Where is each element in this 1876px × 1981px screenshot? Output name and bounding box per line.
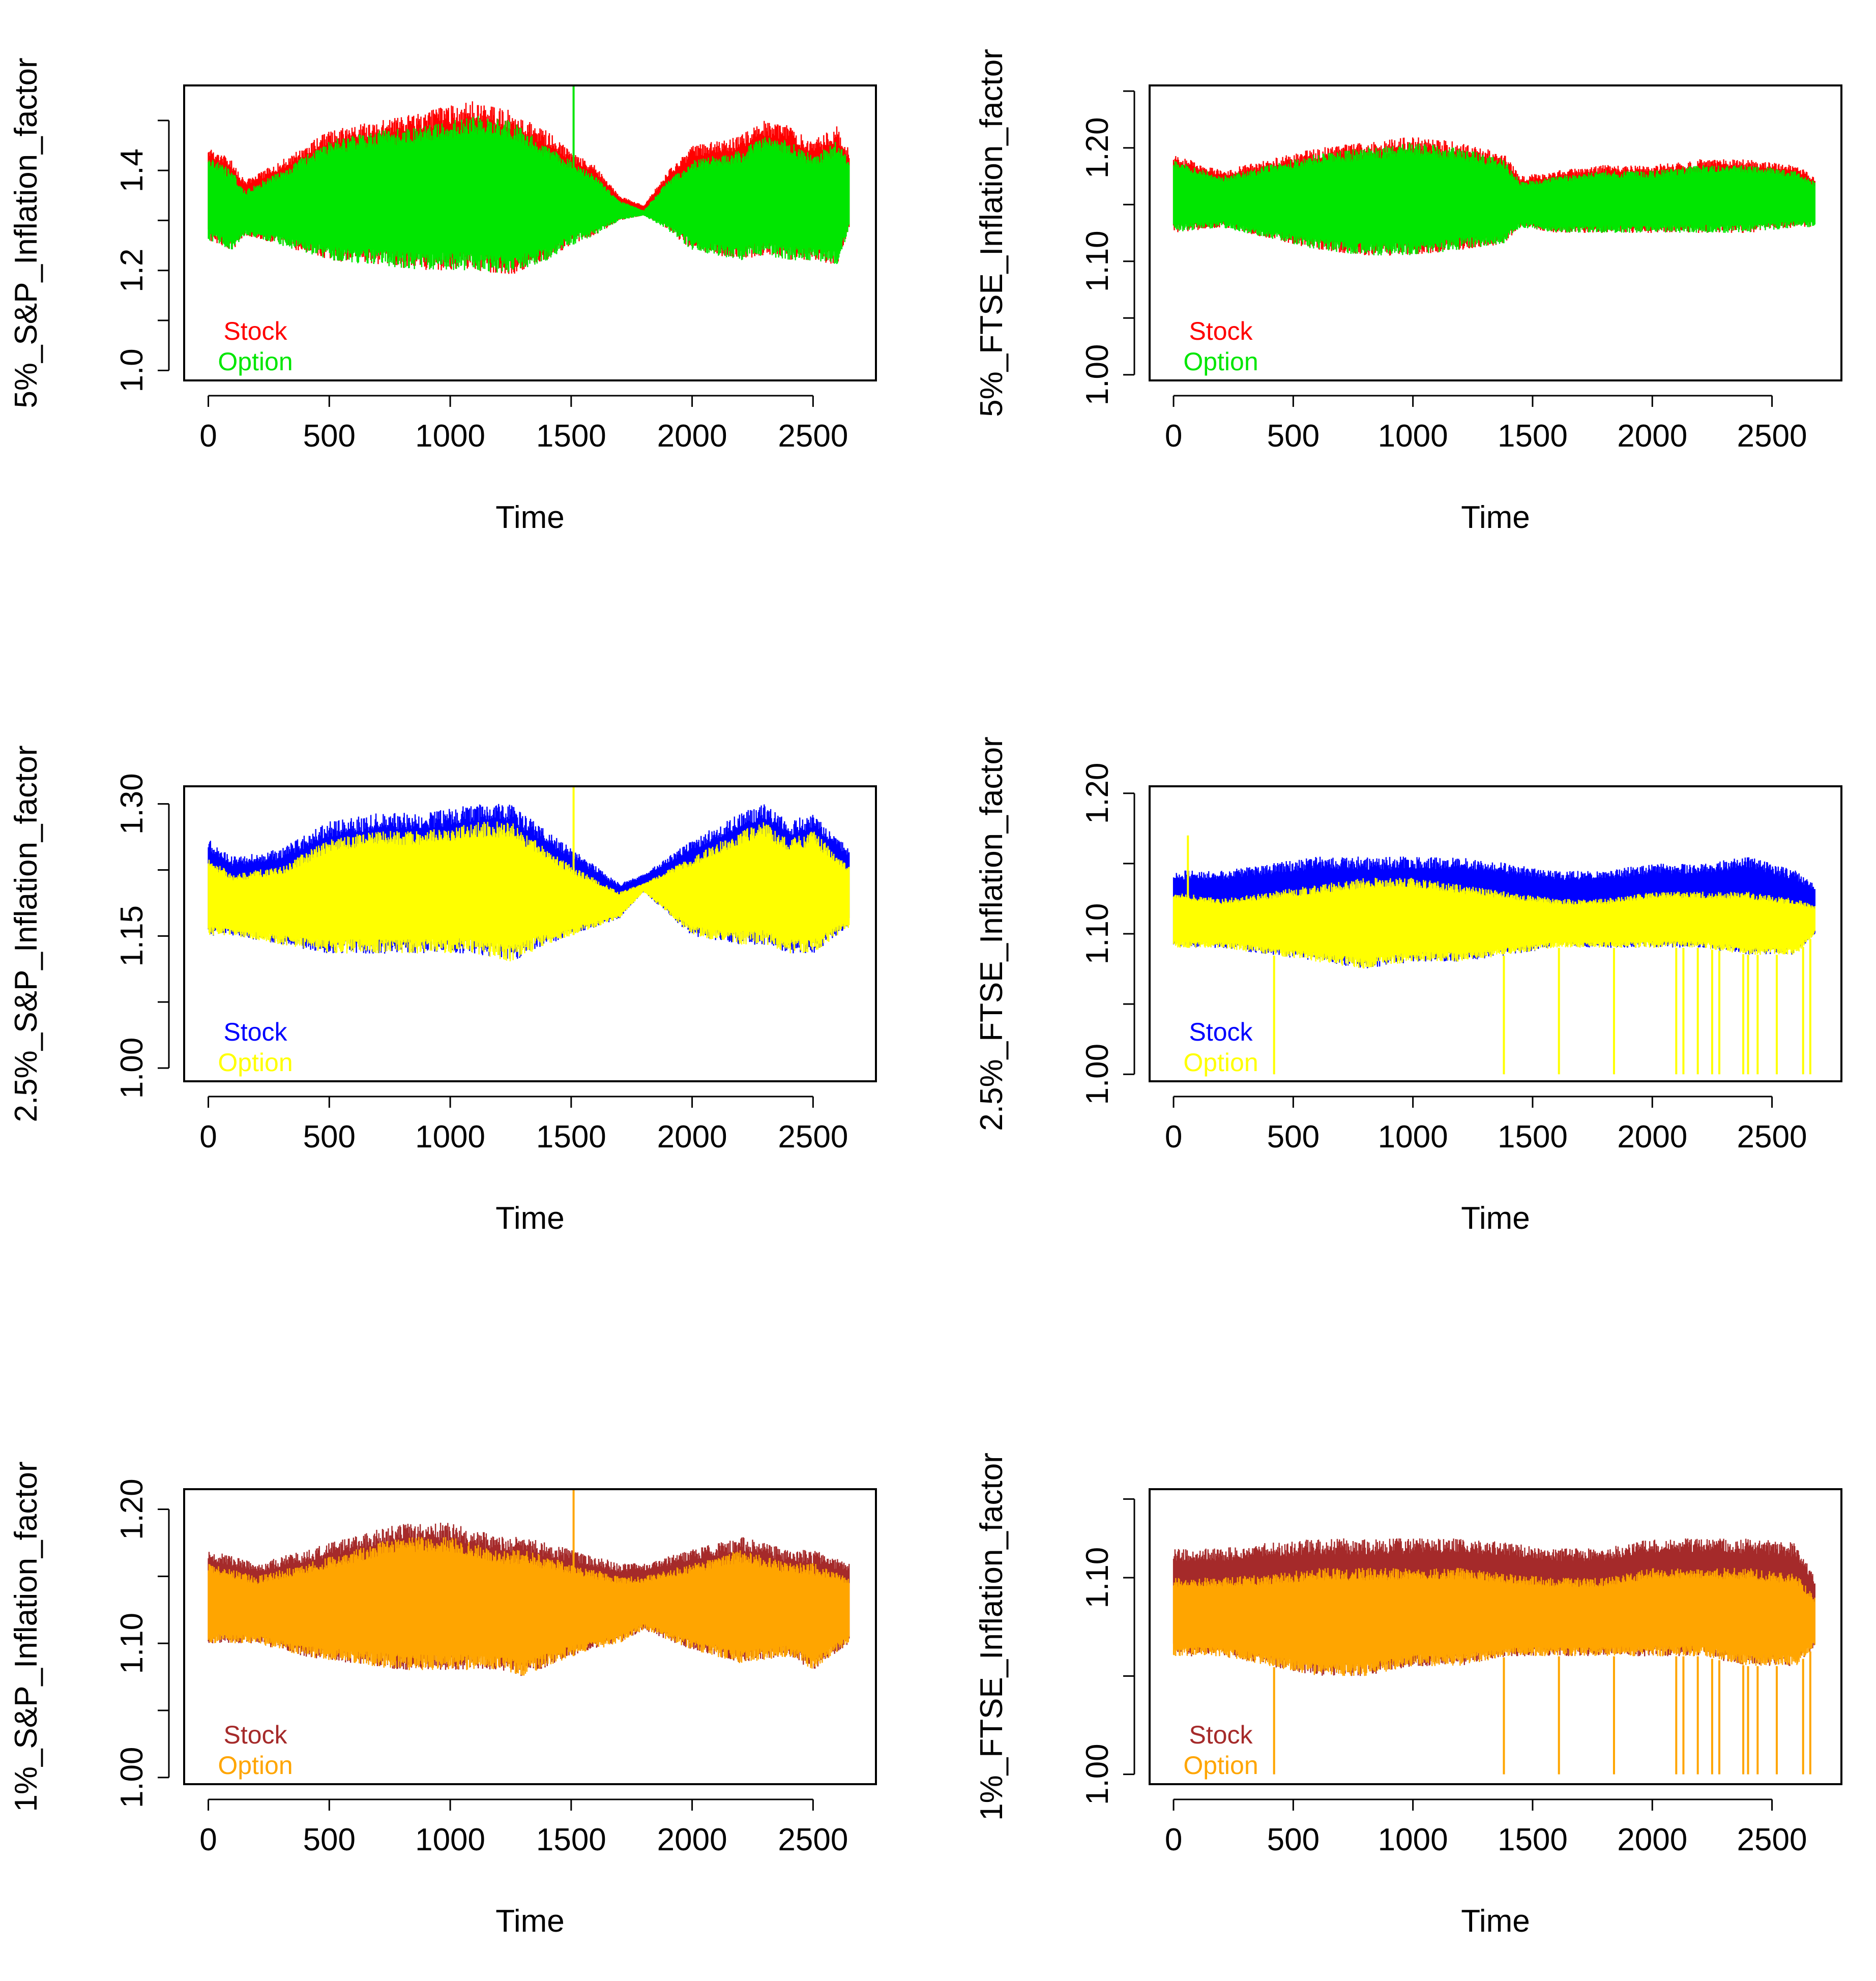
plot-frame xyxy=(1149,785,1842,1082)
series-option-line xyxy=(1172,142,1815,256)
y-axis-title: 5%_FTSE_Inflation_factor xyxy=(974,49,1009,417)
y-axis-title: 2.5%_FTSE_Inflation_factor xyxy=(974,736,1009,1131)
legend-stock: Stock xyxy=(1189,1721,1253,1749)
legend-stock: Stock xyxy=(223,1018,287,1046)
legend-stock: Stock xyxy=(1189,317,1253,345)
legend-option: Option xyxy=(218,347,292,376)
panel-4: 0 500 1000 1500 2000 2500 1.00 1.10 1.20 Time 2.5%… xyxy=(974,736,1842,1236)
y-tick-label: 1.00 xyxy=(1080,1743,1115,1805)
plot-frame xyxy=(183,84,877,381)
x-axis-title: Time xyxy=(1461,1904,1530,1939)
y-tick-label: 1.10 xyxy=(114,1613,150,1674)
x-tick-label: 1000 xyxy=(415,1822,485,1857)
x-tick-label: 2000 xyxy=(657,1822,727,1857)
plot-frame xyxy=(1149,1488,1842,1785)
y-axis-title: 5%_S&P_Inflation_factor xyxy=(9,57,44,408)
x-tick-label: 2000 xyxy=(1617,1822,1687,1857)
plot-frame xyxy=(183,1488,877,1785)
x-tick-label: 1500 xyxy=(1498,1822,1568,1857)
x-tick-label: 1000 xyxy=(1378,1119,1448,1155)
legend-option: Option xyxy=(218,1048,292,1077)
legend-stock: Stock xyxy=(223,317,287,345)
x-tick-label: 500 xyxy=(303,419,356,454)
y-tick-label: 1.00 xyxy=(1080,1044,1115,1105)
y-tick-label: 1.4 xyxy=(114,149,150,192)
x-tick-label: 1500 xyxy=(536,1119,606,1155)
series-option-line xyxy=(208,1536,850,1676)
legend-stock: Stock xyxy=(1189,1018,1253,1046)
x-tick-label: 2500 xyxy=(1737,1822,1807,1857)
x-tick-label: 1500 xyxy=(1498,1119,1568,1155)
x-tick-label: 2500 xyxy=(1737,419,1807,454)
x-tick-label: 2000 xyxy=(657,419,727,454)
legend-option: Option xyxy=(218,1751,292,1780)
y-axis-title: 1%_S&P_Inflation_factor xyxy=(9,1461,44,1812)
x-tick-label: 1000 xyxy=(415,1119,485,1155)
x-axis-title: Time xyxy=(495,1904,564,1939)
legend-stock: Stock xyxy=(223,1721,287,1749)
x-tick-label: 0 xyxy=(1165,1822,1182,1857)
x-axis-title: Time xyxy=(1461,500,1530,535)
y-tick-label: 1.10 xyxy=(1080,1547,1115,1609)
x-tick-label: 2500 xyxy=(778,1822,848,1857)
y-tick-label: 1.10 xyxy=(1080,903,1115,965)
y-axis-title: 1%_FTSE_Inflation_factor xyxy=(974,1453,1009,1821)
x-tick-label: 1000 xyxy=(415,419,485,454)
x-tick-label: 2000 xyxy=(1617,419,1687,454)
series-option-line xyxy=(1172,877,1815,969)
panel-5: 0 500 1000 1500 2000 2500 1.00 1.10 1.20 Time 1%_S… xyxy=(9,1461,877,1939)
x-tick-label: 1000 xyxy=(1378,1822,1448,1857)
y-tick-label: 1.00 xyxy=(114,1747,150,1808)
x-tick-label: 1500 xyxy=(1498,419,1568,454)
x-tick-label: 0 xyxy=(1165,1119,1182,1155)
legend-option: Option xyxy=(1183,1048,1258,1077)
panel-3: 0 500 1000 1500 2000 2500 1.00 1.15 1.30 Time 2.5%… xyxy=(9,745,877,1236)
x-tick-label: 500 xyxy=(1267,1822,1320,1857)
y-tick-label: 1.15 xyxy=(114,905,150,967)
x-tick-label: 2000 xyxy=(657,1119,727,1155)
y-tick-label: 1.2 xyxy=(114,249,150,292)
plot-frame xyxy=(1149,84,1842,381)
x-tick-label: 0 xyxy=(199,1119,217,1155)
panel-6: 0 500 1000 1500 2000 2500 1.00 1.10 Time 1%_FTSE_… xyxy=(974,1453,1842,1939)
y-axis-title: 2.5%_S&P_Inflation_factor xyxy=(9,745,44,1122)
x-axis-title: Time xyxy=(495,500,564,535)
x-tick-label: 2500 xyxy=(778,1119,848,1155)
x-tick-label: 500 xyxy=(1267,1119,1320,1155)
x-tick-label: 1000 xyxy=(1378,419,1448,454)
y-tick-label: 1.00 xyxy=(1080,344,1115,406)
plot-frame xyxy=(183,785,877,1082)
panel-1: 0 500 1000 1500 2000 2500 1.0 1.2 1.4 Time 5%_S&P_… xyxy=(9,57,877,535)
x-tick-label: 0 xyxy=(1165,419,1182,454)
y-tick-label: 1.0 xyxy=(114,348,150,392)
x-tick-label: 500 xyxy=(303,1822,356,1857)
x-tick-label: 2500 xyxy=(778,419,848,454)
x-tick-label: 1500 xyxy=(536,1822,606,1857)
series-option-line xyxy=(208,821,850,962)
y-tick-label: 1.30 xyxy=(114,773,150,835)
series-option-line xyxy=(1172,1568,1815,1676)
x-tick-label: 500 xyxy=(303,1119,356,1155)
x-tick-label: 1500 xyxy=(536,419,606,454)
x-tick-label: 2000 xyxy=(1617,1119,1687,1155)
y-tick-label: 1.10 xyxy=(1080,230,1115,292)
y-tick-label: 1.20 xyxy=(1080,762,1115,824)
x-axis-title: Time xyxy=(495,1201,564,1236)
legend-option: Option xyxy=(1183,1751,1258,1780)
y-tick-label: 1.00 xyxy=(114,1038,150,1099)
x-tick-label: 500 xyxy=(1267,419,1320,454)
series-option-line xyxy=(208,116,850,273)
panel-2: 0 500 1000 1500 2000 2500 1.00 1.10 1.20 Time 5%_F… xyxy=(974,49,1842,535)
x-tick-label: 2500 xyxy=(1737,1119,1807,1155)
x-tick-label: 0 xyxy=(199,1822,217,1857)
x-axis-title: Time xyxy=(1461,1201,1530,1236)
x-tick-label: 0 xyxy=(199,419,217,454)
y-tick-label: 1.20 xyxy=(1080,117,1115,179)
legend-option: Option xyxy=(1183,347,1258,376)
y-tick-label: 1.20 xyxy=(114,1479,150,1540)
